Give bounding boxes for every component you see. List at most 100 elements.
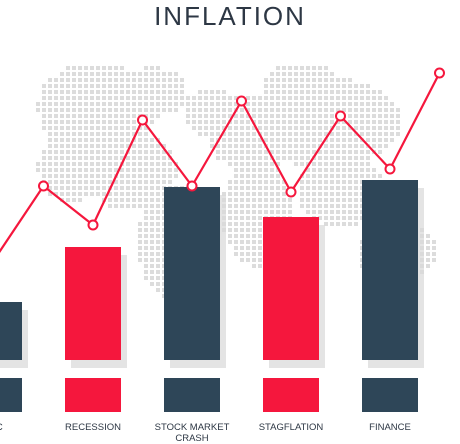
- map-dot: [90, 144, 94, 148]
- map-dot: [240, 192, 244, 196]
- map-dot: [282, 126, 286, 130]
- map-dot: [138, 192, 142, 196]
- map-dot: [288, 114, 292, 118]
- map-dot: [228, 186, 232, 190]
- map-dot: [114, 204, 118, 208]
- map-dot: [324, 186, 328, 190]
- map-dot: [102, 66, 106, 70]
- map-dot: [234, 144, 238, 148]
- map-dot: [294, 162, 298, 166]
- map-dot: [90, 84, 94, 88]
- map-dot: [258, 210, 262, 214]
- map-dot: [108, 138, 112, 142]
- map-dot: [348, 78, 352, 82]
- map-dot: [282, 204, 286, 208]
- map-dot: [96, 150, 100, 154]
- map-dot: [54, 186, 58, 190]
- map-dot: [312, 78, 316, 82]
- map-dot: [114, 180, 118, 184]
- map-dot: [156, 222, 160, 226]
- map-dot: [276, 162, 280, 166]
- map-dot: [240, 114, 244, 118]
- map-dot: [150, 96, 154, 100]
- map-dot: [276, 126, 280, 130]
- map-dot: [66, 66, 70, 70]
- map-dot: [258, 120, 262, 124]
- map-dot: [312, 96, 316, 100]
- map-dot: [132, 102, 136, 106]
- map-dot: [336, 144, 340, 148]
- map-dot: [258, 246, 262, 250]
- map-dot: [204, 132, 208, 136]
- trend-point: [384, 163, 396, 175]
- map-dot: [294, 84, 298, 88]
- map-dot: [162, 72, 166, 76]
- map-dot: [324, 96, 328, 100]
- map-dot: [126, 90, 130, 94]
- map-dot: [198, 90, 202, 94]
- map-dot: [318, 132, 322, 136]
- map-dot: [360, 102, 364, 106]
- trend-line: [0, 67, 445, 254]
- map-dot: [144, 234, 148, 238]
- map-dot: [84, 150, 88, 154]
- map-dot: [276, 72, 280, 76]
- map-dot: [348, 168, 352, 172]
- map-dot: [312, 204, 316, 208]
- map-dot: [264, 150, 268, 154]
- map-dot: [282, 198, 286, 202]
- map-dot: [228, 198, 232, 202]
- map-dot: [396, 126, 400, 130]
- map-dot: [126, 138, 130, 142]
- map-dot: [90, 156, 94, 160]
- map-dot: [222, 102, 226, 106]
- map-dot: [162, 102, 166, 106]
- map-dot: [90, 72, 94, 76]
- map-dot: [138, 90, 142, 94]
- map-dot: [378, 174, 382, 178]
- map-dot: [312, 162, 316, 166]
- map-dot: [330, 132, 334, 136]
- map-dot: [162, 78, 166, 82]
- bar: [0, 302, 22, 360]
- map-dot: [240, 240, 244, 244]
- map-dot: [150, 240, 154, 244]
- map-dot: [78, 144, 82, 148]
- map-dot: [270, 180, 274, 184]
- map-dot: [258, 108, 262, 112]
- map-dot: [114, 114, 118, 118]
- map-dot: [108, 168, 112, 172]
- map-dot: [306, 156, 310, 160]
- map-dot: [222, 96, 226, 100]
- map-dot: [348, 186, 352, 190]
- map-dot: [84, 186, 88, 190]
- map-dot: [114, 120, 118, 124]
- map-dot: [126, 126, 130, 130]
- map-dot: [48, 180, 52, 184]
- map-dot: [72, 162, 76, 166]
- map-dot: [312, 102, 316, 106]
- map-dot: [324, 192, 328, 196]
- map-dot: [108, 78, 112, 82]
- map-dot: [288, 102, 292, 106]
- map-dot: [234, 246, 238, 250]
- map-dot: [108, 120, 112, 124]
- map-dot: [336, 222, 340, 226]
- map-dot: [72, 96, 76, 100]
- map-dot: [150, 78, 154, 82]
- map-dot: [48, 192, 52, 196]
- map-dot: [150, 222, 154, 226]
- map-dot: [108, 162, 112, 166]
- map-dot: [126, 102, 130, 106]
- map-dot: [228, 240, 232, 244]
- map-dot: [252, 258, 256, 262]
- map-dot: [288, 150, 292, 154]
- map-dot: [294, 126, 298, 130]
- map-dot: [312, 114, 316, 118]
- map-dot: [96, 192, 100, 196]
- map-dot: [108, 144, 112, 148]
- map-dot: [276, 108, 280, 112]
- map-dot: [306, 180, 310, 184]
- map-dot: [288, 66, 292, 70]
